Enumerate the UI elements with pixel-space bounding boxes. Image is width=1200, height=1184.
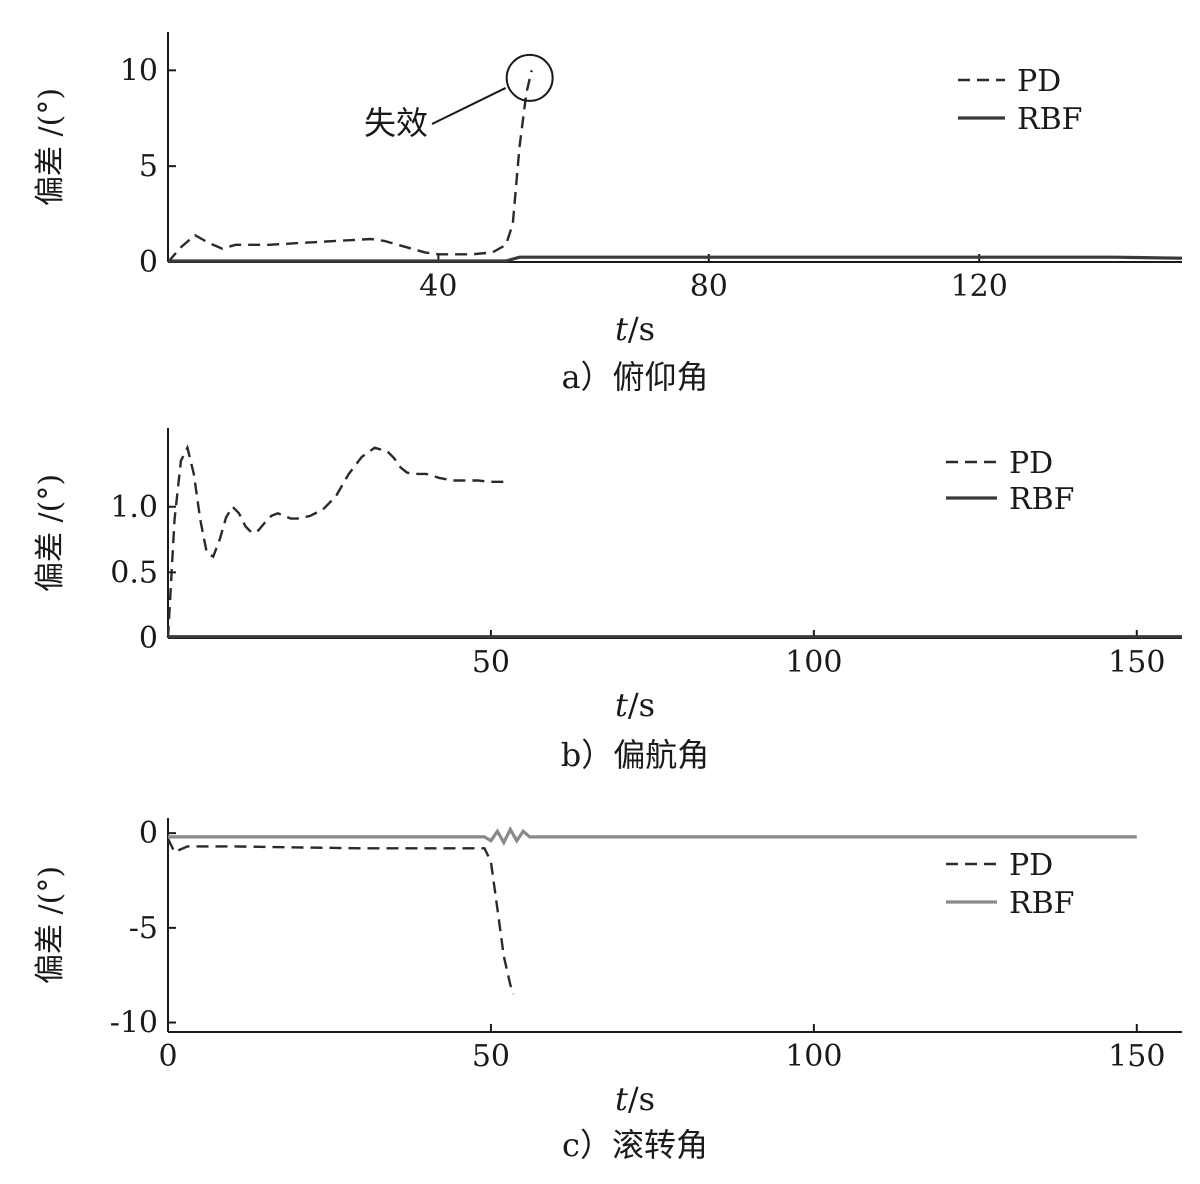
x-tick-label: 40 (419, 269, 457, 304)
y-axis-label: 偏差 /(°) (33, 88, 68, 206)
legend-label-pd: PD (1009, 446, 1053, 481)
annotation-leader-line (431, 87, 507, 125)
x-axis-label: t/s (615, 1080, 655, 1118)
legend-label-pd: PD (1017, 64, 1061, 99)
y-tick-label: 0 (139, 621, 158, 656)
x-tick-label: 150 (1108, 645, 1165, 680)
x-tick-label: 100 (785, 1039, 842, 1074)
legend-label-pd: PD (1009, 848, 1053, 883)
series-line-pd (167, 70, 533, 263)
x-tick-label: 120 (951, 269, 1008, 304)
series-line-rbf (168, 255, 1183, 263)
y-tick-label: 10 (120, 53, 158, 88)
x-tick-label: 50 (472, 1039, 510, 1074)
y-tick-label: -10 (110, 1006, 158, 1041)
legend-label-rbf: RBF (1017, 102, 1082, 137)
y-axis-label: 偏差 /(°) (33, 866, 68, 984)
x-tick-label: 150 (1108, 1039, 1165, 1074)
legend-label-rbf: RBF (1009, 886, 1074, 921)
panel-caption: a）俯仰角 (561, 358, 708, 396)
failure-marker-circle (505, 53, 554, 102)
panel-caption: b）偏航角 (561, 736, 710, 774)
y-tick-label: 0 (139, 245, 158, 280)
y-tick-label: -5 (129, 911, 158, 946)
y-tick-label: 5 (139, 149, 158, 184)
x-tick-label: 50 (472, 645, 510, 680)
series-line-pd (166, 838, 515, 995)
x-axis-label: t/s (615, 310, 655, 348)
x-tick-label: 100 (785, 645, 842, 680)
y-tick-label: 1.0 (110, 490, 158, 525)
panel-caption: c）滚转角 (562, 1126, 708, 1164)
x-tick-label: 80 (690, 269, 728, 304)
series-line-rbf (168, 826, 1137, 847)
legend-label-rbf: RBF (1009, 482, 1074, 517)
y-axis-label: 偏差 /(°) (33, 474, 68, 592)
y-tick-label: 0 (139, 816, 158, 851)
series-line-pd (166, 444, 511, 639)
annotation-label: 失效 (364, 104, 428, 142)
y-tick-label: 0.5 (110, 555, 158, 590)
x-tick-label: 0 (158, 1039, 177, 1074)
x-axis-label: t/s (615, 686, 655, 724)
